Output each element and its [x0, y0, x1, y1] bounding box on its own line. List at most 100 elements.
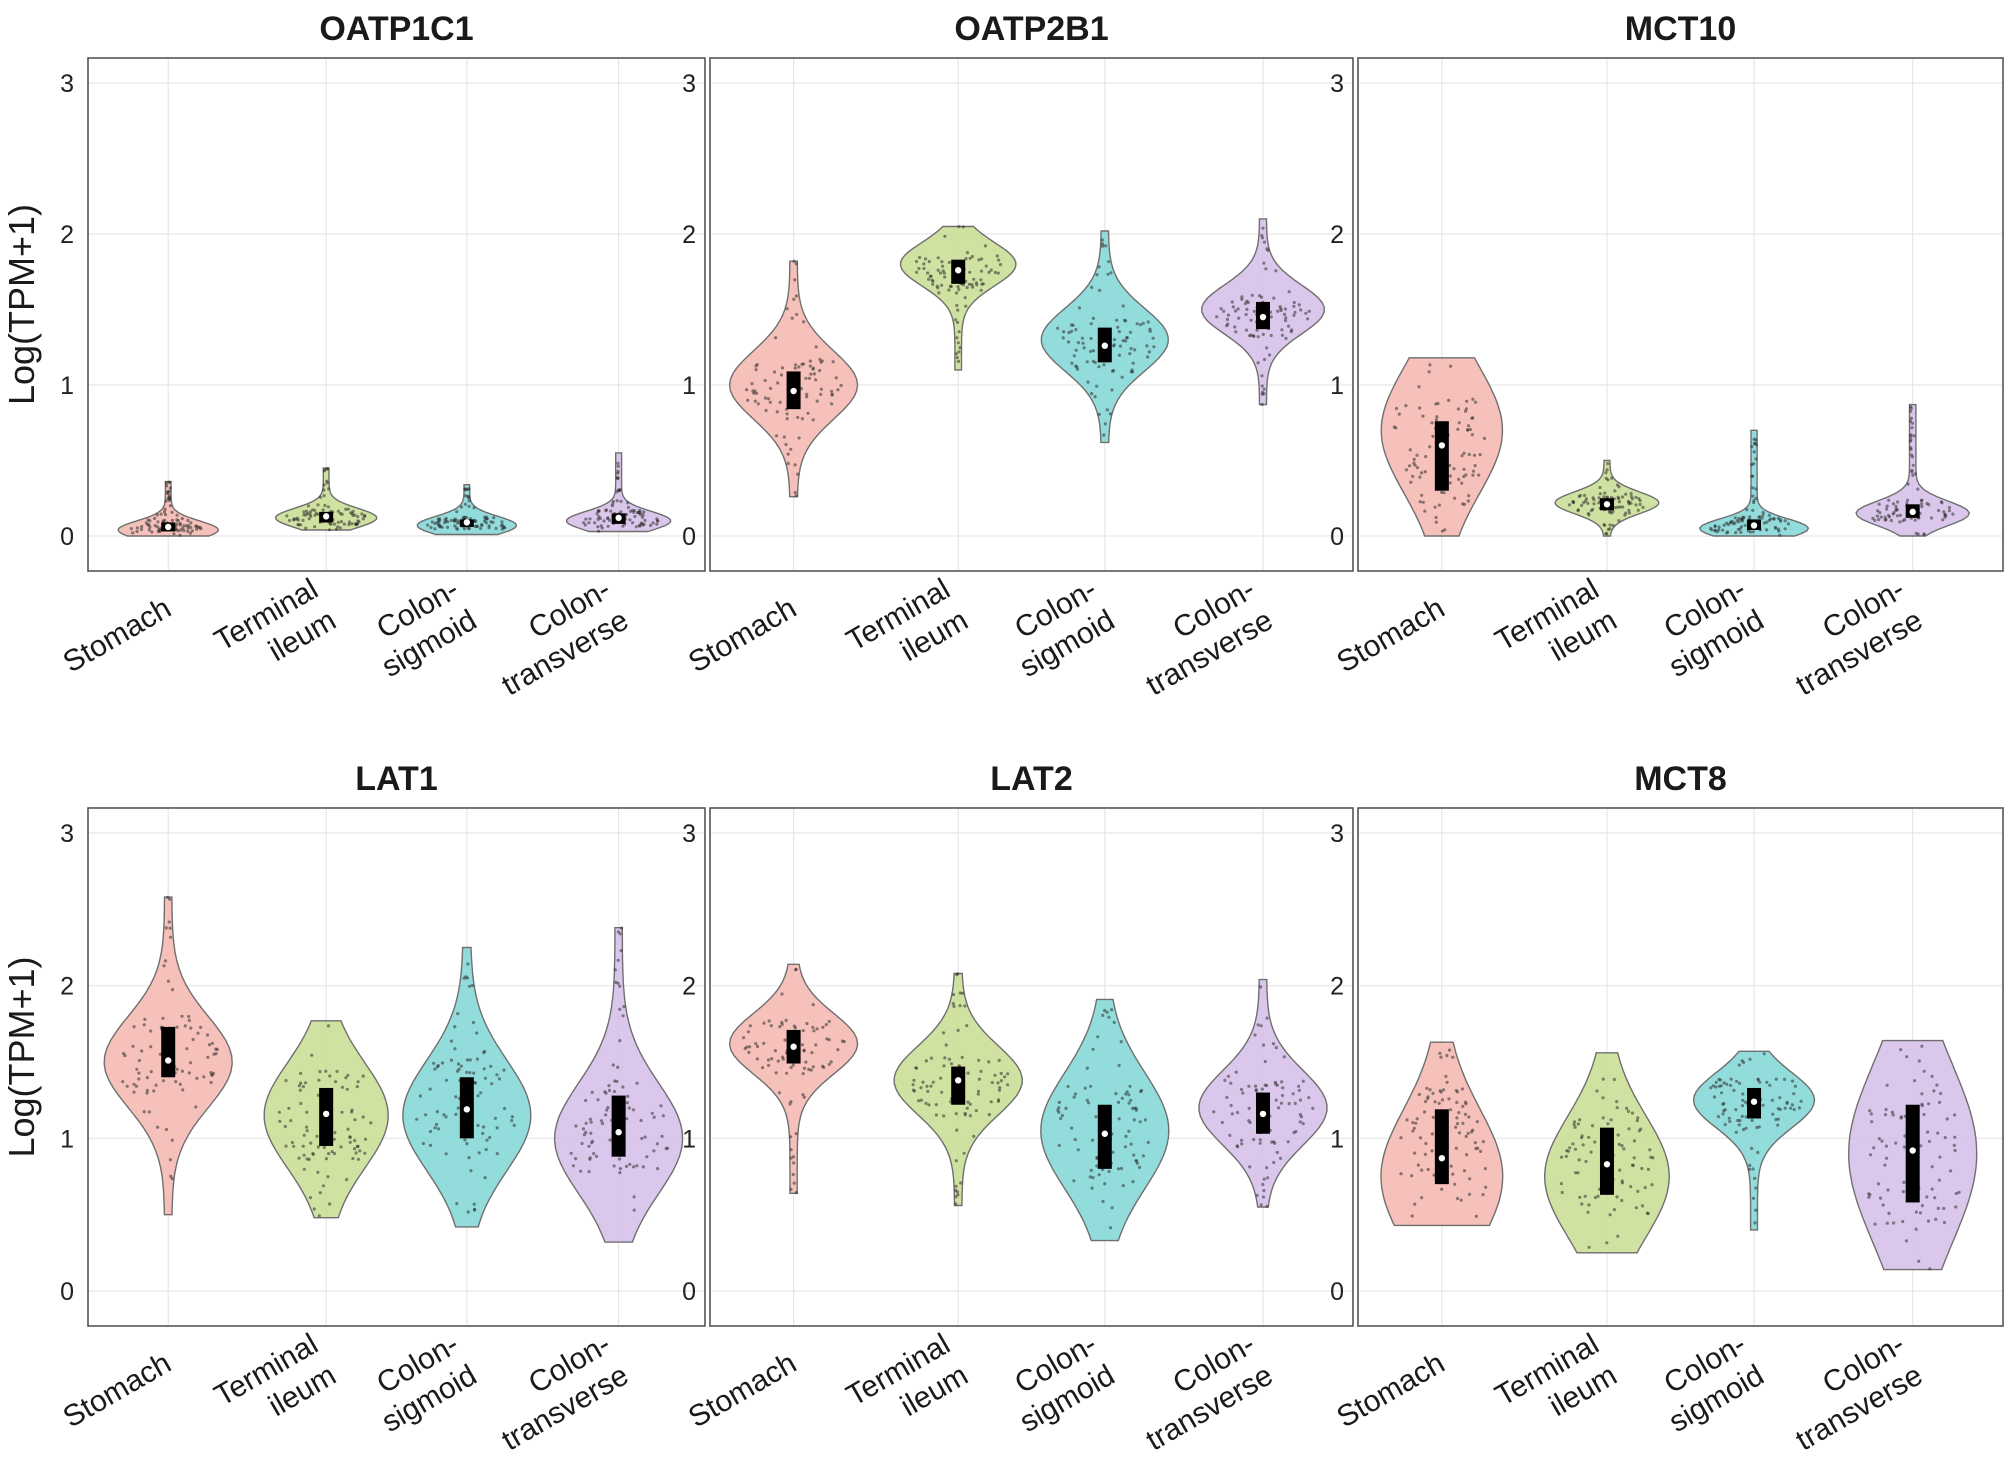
data-point: [919, 1086, 923, 1090]
data-point: [440, 1061, 445, 1065]
data-point: [1477, 473, 1481, 477]
data-point: [1093, 395, 1097, 399]
data-point: [1265, 1016, 1269, 1020]
data-point: [812, 1029, 816, 1033]
median-dot: [165, 523, 172, 531]
data-point: [1243, 301, 1248, 306]
data-point: [1086, 380, 1090, 384]
data-point: [927, 277, 931, 281]
data-point: [164, 1127, 168, 1132]
data-point: [1252, 1137, 1256, 1142]
data-point: [1711, 1084, 1715, 1088]
data-point: [1899, 1048, 1903, 1052]
data-point: [1937, 508, 1941, 513]
data-point: [925, 1084, 929, 1088]
data-point: [1925, 1195, 1929, 1199]
data-point: [1717, 1077, 1721, 1081]
data-point: [1080, 336, 1084, 340]
data-point: [1135, 322, 1139, 326]
data-point: [299, 1071, 303, 1075]
data-point: [1466, 1131, 1470, 1135]
x-category-label: Terminalileum: [1490, 1327, 1623, 1443]
data-point: [277, 1110, 281, 1114]
median-dot: [1101, 342, 1109, 349]
median-dot: [1259, 313, 1267, 321]
data-point: [1650, 1183, 1654, 1187]
data-point: [1790, 1103, 1794, 1107]
data-point: [1629, 501, 1633, 505]
data-point: [309, 1141, 313, 1145]
data-point: [804, 1060, 808, 1064]
data-point: [979, 278, 983, 282]
data-point: [922, 266, 926, 271]
data-point: [207, 1043, 212, 1047]
data-point: [1473, 400, 1478, 404]
data-point: [814, 378, 818, 382]
data-point: [301, 1144, 305, 1148]
data-point: [1138, 1120, 1142, 1124]
data-point: [1885, 1221, 1889, 1225]
data-point: [936, 256, 940, 260]
data-point: [1609, 1118, 1613, 1122]
data-point: [1233, 309, 1238, 313]
data-point: [1090, 392, 1094, 396]
data-point: [1056, 326, 1060, 330]
data-point: [1271, 1042, 1276, 1046]
data-point: [606, 524, 610, 528]
data-point: [1118, 344, 1122, 348]
y-axis-label: Log(TPM+1): [1, 956, 42, 1157]
data-point: [795, 312, 799, 317]
data-point: [495, 1073, 499, 1077]
data-point: [1226, 1074, 1231, 1078]
data-point: [284, 1079, 288, 1083]
data-point: [1735, 519, 1739, 523]
data-point: [1264, 267, 1268, 271]
data-point: [1481, 1140, 1485, 1144]
data-point: [418, 1094, 422, 1098]
data-point: [1420, 1168, 1424, 1172]
data-point: [199, 527, 203, 531]
data-point: [1750, 463, 1754, 467]
data-point: [468, 984, 472, 988]
data-point: [481, 1131, 485, 1136]
data-point: [1789, 1106, 1793, 1110]
data-point: [1127, 1093, 1131, 1097]
data-point: [1741, 1060, 1746, 1064]
data-point: [801, 1072, 805, 1076]
data-point: [1634, 495, 1638, 499]
data-point: [957, 288, 961, 292]
data-point: [132, 1090, 136, 1094]
data-point: [596, 525, 600, 529]
data-point: [574, 1124, 578, 1128]
data-point: [1930, 1187, 1934, 1191]
data-point: [433, 1126, 437, 1130]
data-point: [1284, 316, 1288, 320]
data-point: [1615, 1100, 1619, 1104]
data-point: [1462, 502, 1467, 506]
data-point: [1253, 1033, 1257, 1037]
data-point: [1878, 510, 1882, 515]
data-point: [1269, 333, 1273, 338]
data-point: [1564, 1154, 1568, 1158]
data-point: [1265, 1166, 1269, 1170]
data-point: [338, 526, 342, 530]
data-point: [957, 330, 961, 334]
data-point: [954, 1195, 958, 1199]
data-point: [1254, 1088, 1258, 1092]
data-point: [1750, 1118, 1754, 1123]
data-point: [656, 519, 660, 523]
data-point: [1240, 1142, 1244, 1146]
data-point: [1930, 1074, 1934, 1078]
data-point: [1131, 361, 1135, 365]
data-point: [1056, 1108, 1060, 1112]
data-point: [1471, 397, 1475, 401]
data-point: [1626, 1109, 1630, 1113]
data-point: [326, 1024, 331, 1028]
data-point: [1260, 374, 1264, 378]
data-point: [1453, 1182, 1457, 1186]
data-point: [134, 1084, 138, 1088]
data-point: [1076, 1148, 1080, 1152]
data-point: [344, 507, 348, 511]
data-point: [996, 1081, 1000, 1085]
data-point: [768, 386, 773, 390]
